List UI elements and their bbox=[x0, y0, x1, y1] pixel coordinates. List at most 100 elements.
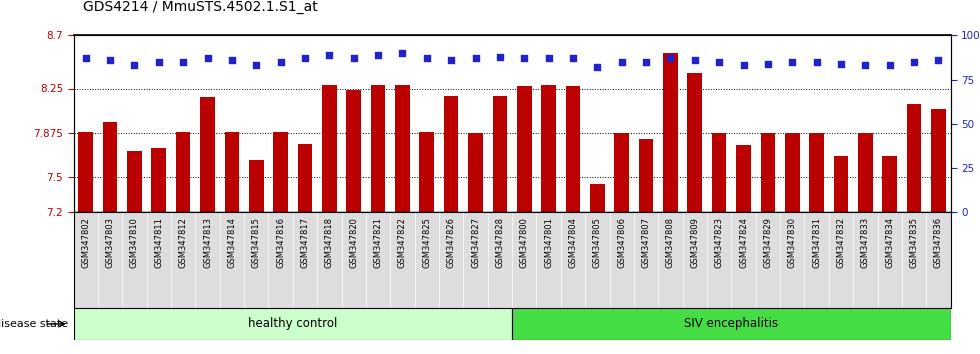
Bar bbox=[103, 121, 118, 212]
Point bbox=[833, 61, 849, 67]
Bar bbox=[906, 104, 921, 212]
Point bbox=[784, 59, 800, 65]
Text: GSM347801: GSM347801 bbox=[544, 217, 553, 268]
Text: GSM347816: GSM347816 bbox=[276, 217, 285, 268]
Point bbox=[516, 56, 532, 61]
Bar bbox=[809, 133, 824, 212]
Bar bbox=[273, 132, 288, 212]
Bar bbox=[858, 133, 872, 212]
Bar bbox=[565, 86, 580, 212]
Bar bbox=[370, 85, 385, 212]
Bar bbox=[834, 156, 849, 212]
Bar bbox=[711, 133, 726, 212]
Text: GSM347808: GSM347808 bbox=[666, 217, 675, 268]
Bar bbox=[614, 133, 629, 212]
Text: GSM347815: GSM347815 bbox=[252, 217, 261, 268]
Point bbox=[858, 63, 873, 68]
Point bbox=[395, 50, 411, 56]
Text: GSM347829: GSM347829 bbox=[763, 217, 772, 268]
Point bbox=[760, 61, 776, 67]
Point bbox=[272, 59, 288, 65]
Point bbox=[736, 63, 752, 68]
Text: GSM347824: GSM347824 bbox=[739, 217, 748, 268]
Bar bbox=[175, 132, 190, 212]
Point bbox=[418, 56, 434, 61]
Bar bbox=[419, 132, 434, 212]
Bar bbox=[78, 132, 93, 212]
Bar bbox=[512, 308, 951, 340]
Text: GSM347805: GSM347805 bbox=[593, 217, 602, 268]
Text: GSM347818: GSM347818 bbox=[324, 217, 334, 268]
Point bbox=[541, 56, 557, 61]
Bar bbox=[224, 132, 239, 212]
Text: GSM347834: GSM347834 bbox=[885, 217, 894, 268]
Bar bbox=[322, 85, 337, 212]
Bar bbox=[74, 308, 512, 340]
Point bbox=[467, 56, 483, 61]
Bar bbox=[760, 133, 775, 212]
Bar bbox=[882, 156, 897, 212]
Text: healthy control: healthy control bbox=[248, 318, 337, 330]
Text: GSM347817: GSM347817 bbox=[301, 217, 310, 268]
Point bbox=[492, 54, 508, 59]
Text: GSM347827: GSM347827 bbox=[471, 217, 480, 268]
Text: GSM347836: GSM347836 bbox=[934, 217, 943, 268]
Point bbox=[151, 59, 167, 65]
Text: disease state: disease state bbox=[0, 319, 69, 329]
Text: SIV encephalitis: SIV encephalitis bbox=[684, 318, 778, 330]
Bar bbox=[152, 148, 166, 212]
Text: GSM347823: GSM347823 bbox=[714, 217, 723, 268]
Bar bbox=[493, 96, 508, 212]
Text: GSM347826: GSM347826 bbox=[447, 217, 456, 268]
Point bbox=[662, 56, 678, 61]
Text: GSM347831: GSM347831 bbox=[812, 217, 821, 268]
Text: GSM347809: GSM347809 bbox=[690, 217, 700, 268]
Bar bbox=[590, 184, 605, 212]
Bar bbox=[687, 73, 702, 212]
Point bbox=[931, 57, 947, 63]
Bar bbox=[541, 85, 556, 212]
Bar bbox=[785, 133, 800, 212]
Text: GSM347825: GSM347825 bbox=[422, 217, 431, 268]
Bar bbox=[127, 151, 142, 212]
Bar bbox=[249, 160, 264, 212]
Bar bbox=[736, 145, 751, 212]
Text: GSM347802: GSM347802 bbox=[81, 217, 90, 268]
Text: GSM347813: GSM347813 bbox=[203, 217, 212, 268]
Text: GSM347820: GSM347820 bbox=[349, 217, 358, 268]
Text: GSM347803: GSM347803 bbox=[106, 217, 115, 268]
Text: GSM347828: GSM347828 bbox=[495, 217, 505, 268]
Bar bbox=[639, 139, 654, 212]
Point bbox=[297, 56, 313, 61]
Point bbox=[613, 59, 629, 65]
Bar bbox=[516, 86, 531, 212]
Text: GSM347812: GSM347812 bbox=[178, 217, 187, 268]
Point bbox=[175, 59, 191, 65]
Text: GSM347821: GSM347821 bbox=[373, 217, 382, 268]
Bar bbox=[444, 96, 459, 212]
Point bbox=[882, 63, 898, 68]
Bar bbox=[931, 109, 946, 212]
Text: GSM347822: GSM347822 bbox=[398, 217, 407, 268]
Point bbox=[224, 57, 240, 63]
Bar bbox=[663, 53, 678, 212]
Point bbox=[102, 57, 118, 63]
Bar bbox=[298, 144, 313, 212]
Bar bbox=[346, 90, 361, 212]
Bar bbox=[468, 133, 483, 212]
Point bbox=[590, 64, 606, 70]
Point bbox=[565, 56, 581, 61]
Point bbox=[906, 59, 922, 65]
Text: GSM347811: GSM347811 bbox=[154, 217, 164, 268]
Text: GSM347800: GSM347800 bbox=[519, 217, 529, 268]
Point bbox=[77, 56, 93, 61]
Text: GSM347830: GSM347830 bbox=[788, 217, 797, 268]
Text: GDS4214 / MmuSTS.4502.1.S1_at: GDS4214 / MmuSTS.4502.1.S1_at bbox=[83, 0, 318, 14]
Bar bbox=[395, 85, 410, 212]
Point bbox=[346, 56, 362, 61]
Point bbox=[321, 52, 337, 58]
Text: GSM347832: GSM347832 bbox=[837, 217, 846, 268]
Text: GSM347814: GSM347814 bbox=[227, 217, 236, 268]
Point bbox=[808, 59, 824, 65]
Point bbox=[248, 63, 264, 68]
